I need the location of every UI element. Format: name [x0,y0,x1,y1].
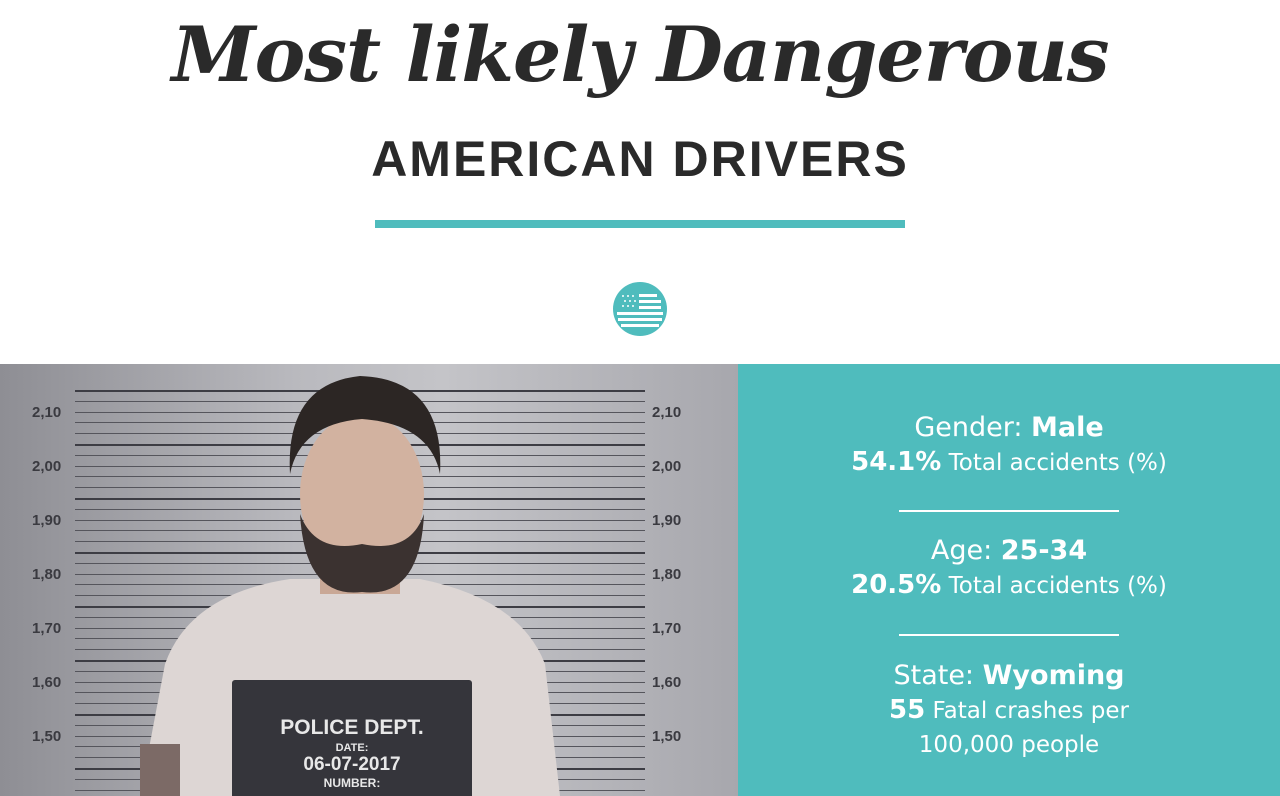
height-label: 1,60 [652,674,682,691]
stat-age: Age: 25-34 20.5% Total accidents (%) [738,534,1280,603]
sign-number-label: NUMBER: [323,776,381,790]
height-label: 1,90 [652,512,682,529]
height-label: 1,50 [32,728,62,745]
stat-desc-2: 100,000 people [918,732,1100,758]
height-label: 1,80 [32,566,62,583]
separator [899,510,1119,512]
stat-figure: 55 [889,695,926,725]
stat-value: Male [1031,412,1104,443]
stat-label: Age: [930,535,993,566]
stat-gender: Gender: Male 54.1% Total accidents (%) [738,411,1280,480]
police-sign: POLICE DEPT. DATE: 06-07-2017 NUMBER: [232,680,472,796]
mugshot-photo: 2,10 2,10 2,00 2,00 1,90 1,90 1,80 1,80 1,70 1,70… [0,364,738,796]
stat-label: State: [893,660,975,691]
height-label: 2,00 [652,458,682,475]
stat-value: Wyoming [982,660,1125,691]
us-flag-icon [613,282,667,336]
stat-figure: 54.1% [851,447,942,477]
subtitle: AMERICAN DRIVERS [371,131,909,187]
stat-desc: Fatal crashes per [932,698,1129,724]
divider [375,220,905,228]
sign-date: 06-07-2017 [303,754,401,775]
height-label: 2,10 [32,404,62,421]
sign-date-label: DATE: [335,742,369,754]
stat-state: State: Wyoming 55 Fatal crashes per 100,… [738,659,1280,762]
stat-desc: Total accidents (%) [948,573,1167,599]
height-label: 2,10 [652,404,682,421]
height-label: 1,70 [652,620,682,637]
height-label: 1,50 [652,728,682,745]
height-label: 1,70 [32,620,62,637]
height-label: 1,90 [32,512,62,529]
stat-label: Gender: [914,412,1023,443]
stats-panel: Gender: Male 54.1% Total accidents (%) A… [738,364,1280,796]
stat-figure: 20.5% [851,570,942,600]
height-label: 2,00 [32,458,62,475]
separator [899,634,1119,636]
stat-value: 25-34 [1000,535,1088,566]
sign-title: POLICE DEPT. [280,716,424,739]
height-label: 1,80 [652,566,682,583]
height-label: 1,60 [32,674,62,691]
stat-desc: Total accidents (%) [948,450,1167,476]
title: Most likely Dangerous [171,10,1109,99]
